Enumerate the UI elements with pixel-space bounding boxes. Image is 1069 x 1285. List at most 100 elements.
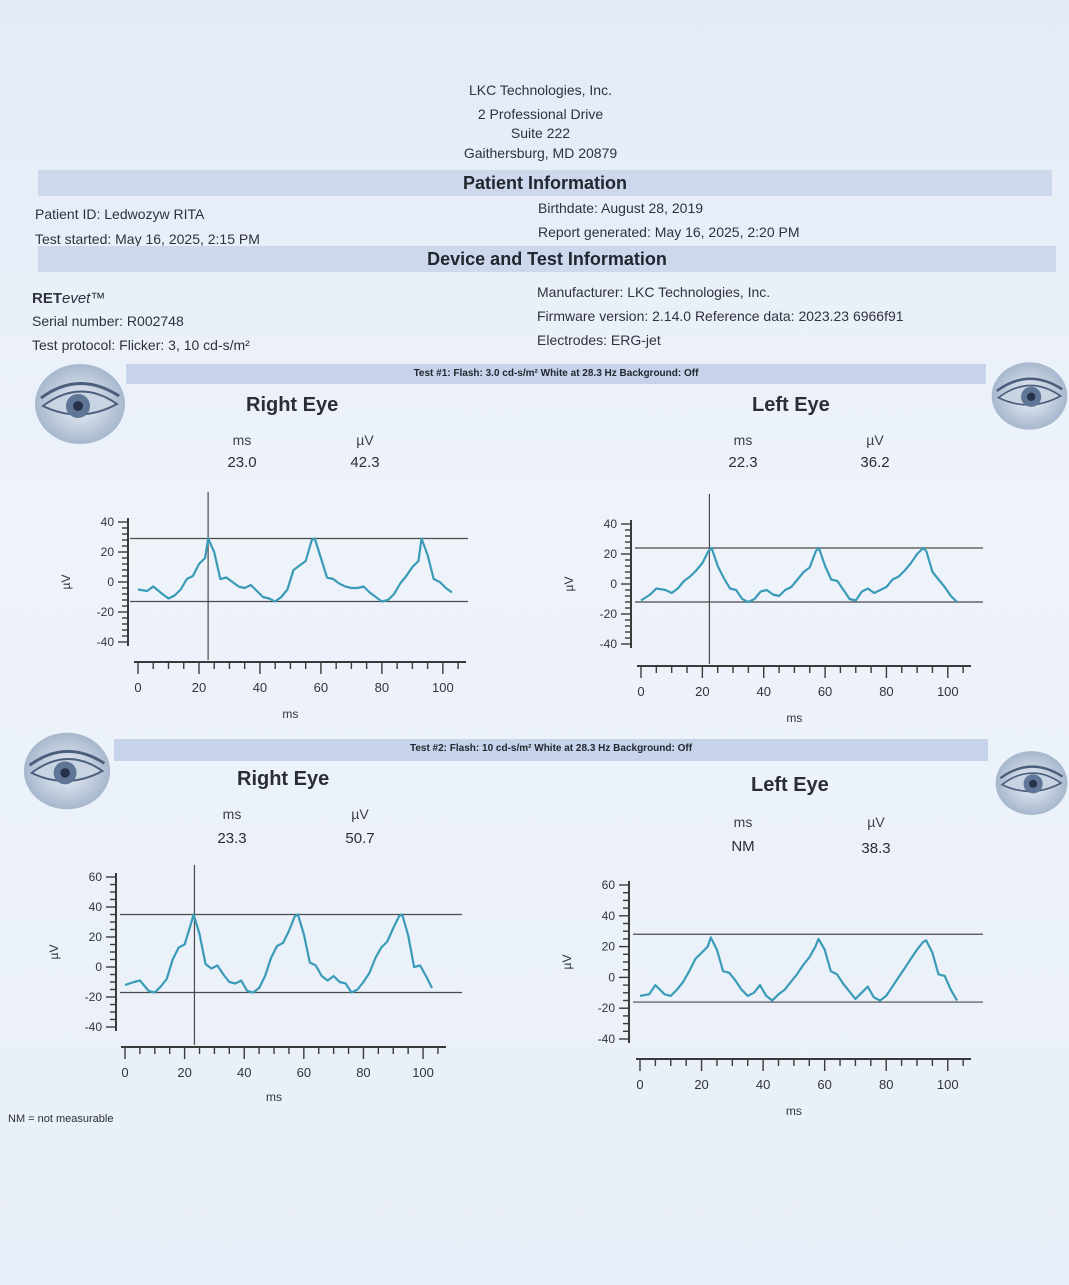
test-1-title: Test #1: Flash: 3.0 cd-s/m² White at 28.… — [413, 368, 699, 379]
test-2-band: Test #2: Flash: 10 cd-s/m² White at 28.3… — [114, 739, 988, 761]
company-address-2: Suite 222 — [510, 125, 571, 141]
test-2-right-uv-value: 50.7 — [345, 830, 375, 847]
x-axis-label: ms — [282, 707, 298, 721]
y-axis-label: µV — [562, 577, 576, 592]
device-name: RETevet™ — [32, 290, 105, 307]
x-axis-label: ms — [786, 711, 802, 725]
x-tick-label: 60 — [297, 1065, 311, 1080]
y-tick-label: 40 — [602, 909, 616, 923]
patient-id: Patient ID: Ledwozyw RITA — [35, 206, 205, 222]
left-eye-logo-2 — [995, 751, 1068, 815]
x-tick-label: 40 — [237, 1065, 251, 1080]
device-info-band: Device and Test Information — [38, 246, 1056, 272]
x-tick-label: 40 — [756, 1077, 770, 1092]
right-eye-logo-2 — [23, 732, 111, 810]
company-city: Gaithersburg, MD 20879 — [463, 145, 618, 161]
x-tick-label: 60 — [817, 1077, 831, 1092]
erg-trace — [639, 936, 958, 1002]
y-tick-label: 60 — [602, 878, 616, 892]
trademark-mark: ™ — [90, 290, 106, 307]
test-2-left-eye-chart: 60 40 20 0 -20 -40 µV 0 20 40 60 80 100 ms — [560, 878, 983, 1118]
test-1-left-ms-header: ms — [733, 432, 753, 448]
test-2-left-eye-title: Left Eye — [751, 774, 829, 796]
patient-info-title: Patient Information — [462, 173, 627, 193]
test-started: Test started: May 16, 2025, 2:15 PM — [35, 231, 260, 247]
x-tick-label: 0 — [636, 1077, 643, 1092]
erg-trace — [640, 546, 958, 604]
y-tick-label: -40 — [600, 637, 618, 651]
y-tick-label: -20 — [598, 1001, 616, 1015]
y-tick-label: 40 — [101, 515, 115, 529]
y-tick-label: 40 — [604, 517, 618, 531]
test-1-left-eye-chart: 40 20 0 -20 -40 µV 0 20 40 60 80 100 ms — [562, 494, 983, 725]
x-tick-label: 60 — [314, 680, 328, 695]
test-1-left-uv-header: µV — [866, 432, 884, 448]
left-eye-logo-1 — [991, 362, 1068, 430]
patient-info-band: Patient Information — [38, 170, 1052, 196]
x-tick-label: 0 — [637, 684, 644, 699]
report-generated: Report generated: May 16, 2025, 2:20 PM — [538, 224, 800, 240]
y-tick-label: 60 — [89, 870, 103, 884]
x-tick-label: 60 — [818, 684, 832, 699]
test-2-right-ms-value: 23.3 — [217, 830, 247, 847]
y-tick-label: 0 — [95, 960, 102, 974]
manufacturer: Manufacturer: LKC Technologies, Inc. — [537, 284, 771, 300]
y-tick-label: 20 — [101, 545, 115, 559]
company-name: LKC Technologies, Inc. — [469, 82, 612, 98]
device-name-italic: evet — [62, 290, 91, 307]
y-axis-label: µV — [47, 945, 61, 960]
serial-number: Serial number: R002748 — [32, 313, 184, 329]
test-2-right-uv-header: µV — [351, 806, 369, 822]
x-axis-label: ms — [786, 1104, 802, 1118]
birthdate: Birthdate: August 28, 2019 — [538, 200, 704, 216]
erg-trace — [124, 913, 433, 994]
test-2-left-ms-value: NM — [731, 838, 755, 855]
y-axis-label: µV — [560, 955, 574, 970]
x-tick-label: 100 — [432, 680, 454, 695]
x-tick-label: 80 — [356, 1065, 370, 1080]
y-tick-label: -40 — [85, 1020, 103, 1034]
test-2-right-eye-title: Right Eye — [237, 768, 330, 790]
device-name-bold: RET — [32, 290, 62, 307]
electrodes: Electrodes: ERG-jet — [537, 332, 661, 348]
y-tick-label: 0 — [107, 575, 114, 589]
y-tick-label: 20 — [89, 930, 103, 944]
x-tick-label: 100 — [937, 684, 959, 699]
test-2-left-ms-header: ms — [733, 814, 753, 830]
x-tick-label: 80 — [375, 680, 389, 695]
x-tick-label: 100 — [937, 1077, 959, 1092]
x-tick-label: 40 — [253, 680, 267, 695]
test-2-title: Test #2: Flash: 10 cd-s/m² White at 28.3… — [409, 743, 693, 754]
test-2-left-uv-header: µV — [867, 814, 885, 830]
x-tick-label: 0 — [134, 680, 141, 695]
test-1-band: Test #1: Flash: 3.0 cd-s/m² White at 28.… — [126, 364, 986, 384]
y-tick-label: 20 — [602, 940, 616, 954]
y-tick-label: -40 — [598, 1032, 616, 1046]
test-2-right-ms-header: ms — [222, 806, 242, 822]
x-tick-label: 20 — [695, 684, 709, 699]
y-tick-label: -20 — [600, 607, 618, 621]
test-1-right-uv-header: µV — [356, 432, 374, 448]
x-tick-label: 20 — [177, 1065, 191, 1080]
y-tick-label: 0 — [610, 577, 617, 591]
test-1-left-ms-value: 22.3 — [728, 454, 758, 471]
y-axis-label: µV — [59, 575, 73, 590]
test-2-right-eye-chart: 60 40 20 0 -20 -40 µV 0 20 40 60 80 100 ms — [47, 865, 462, 1104]
x-tick-label: 80 — [879, 1077, 893, 1092]
x-tick-label: 100 — [412, 1065, 434, 1080]
x-axis-label: ms — [266, 1090, 282, 1104]
firmware-version: Firmware version: 2.14.0 Reference data:… — [537, 308, 904, 324]
y-tick-label: 0 — [608, 970, 615, 984]
y-tick-label: -40 — [97, 635, 115, 649]
test-2-left-uv-value: 38.3 — [861, 840, 891, 857]
footnote-nm: NM = not measurable — [8, 1113, 114, 1125]
test-1-right-eye-chart: 40 20 0 -20 -40 µV 0 20 40 60 80 100 ms — [59, 492, 468, 721]
x-tick-label: 40 — [756, 684, 770, 699]
test-protocol: Test protocol: Flicker: 3, 10 cd-s/m² — [32, 337, 250, 353]
test-1-right-ms-value: 23.0 — [227, 454, 257, 471]
x-tick-label: 20 — [694, 1077, 708, 1092]
x-tick-label: 80 — [879, 684, 893, 699]
test-1-right-eye-title: Right Eye — [246, 394, 339, 416]
x-tick-label: 20 — [192, 680, 206, 695]
